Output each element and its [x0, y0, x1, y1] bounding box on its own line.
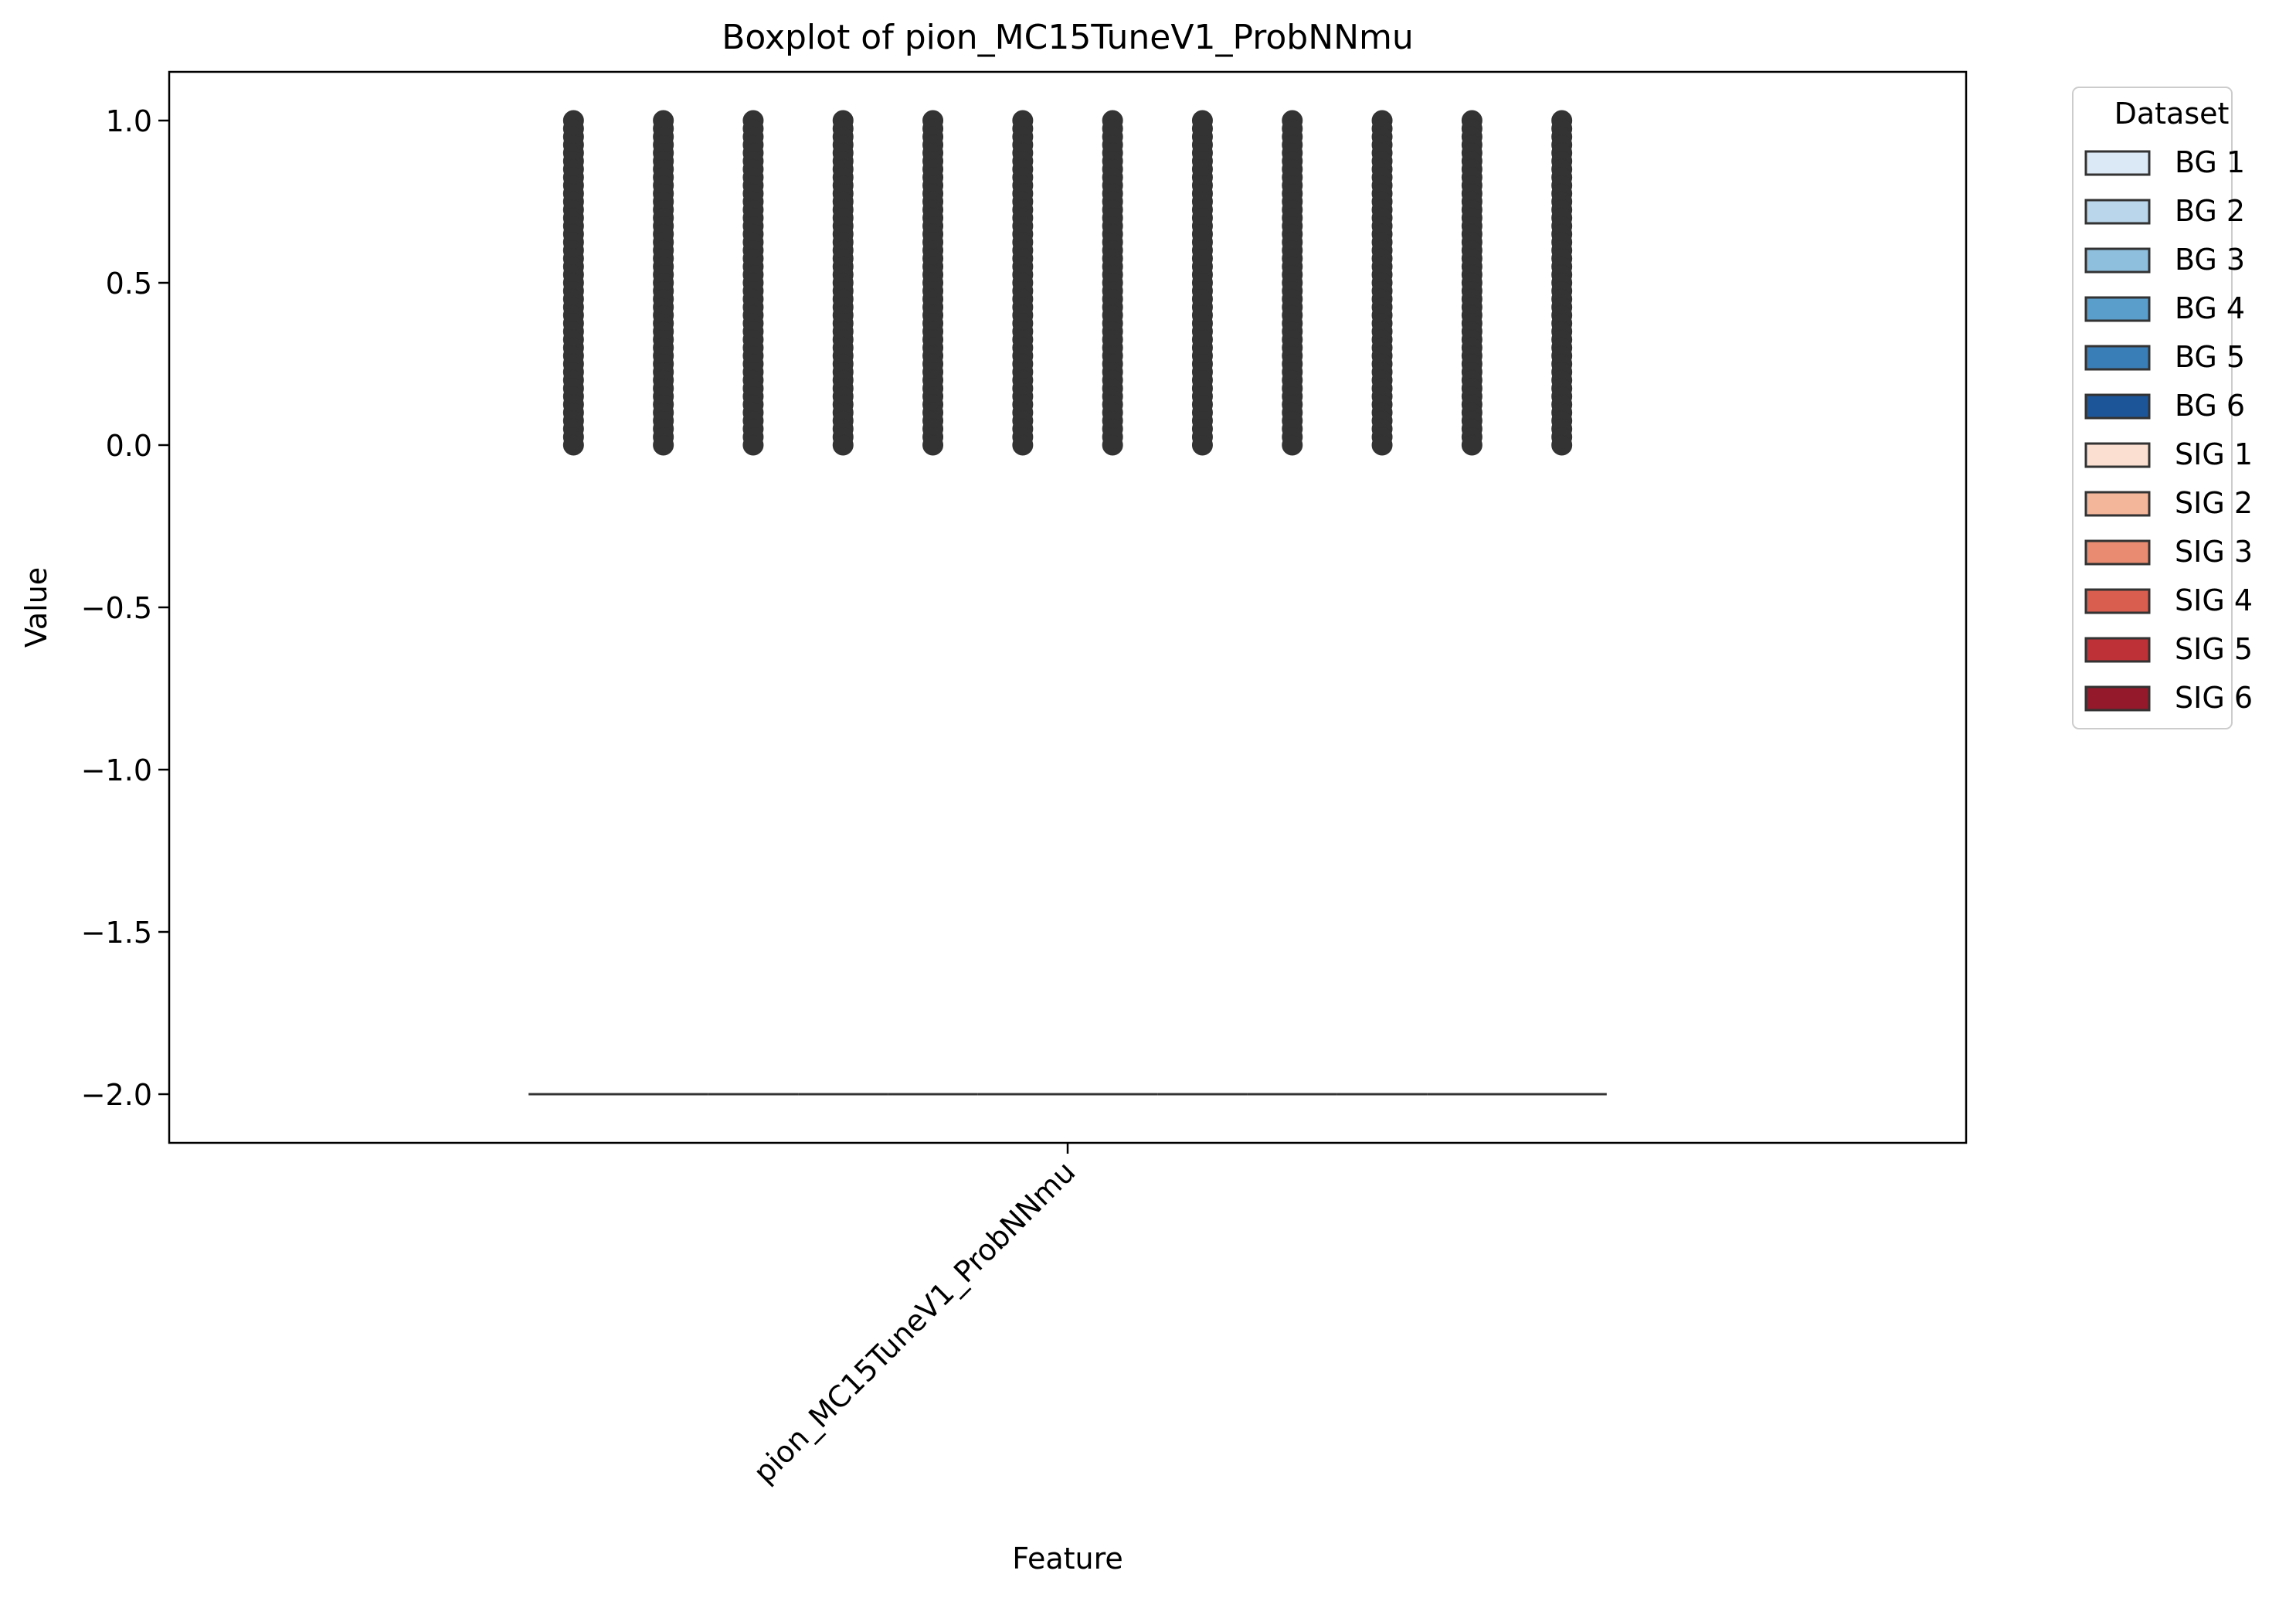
legend-swatch	[2084, 588, 2151, 614]
legend-label: BG 3	[2175, 243, 2245, 277]
outlier-point	[1551, 434, 1573, 456]
series-bg-6	[977, 110, 1068, 1096]
series-sig-6	[1517, 110, 1607, 1096]
legend-label: BG 5	[2175, 340, 2245, 374]
legend-label: BG 2	[2175, 194, 2245, 228]
legend-label: SIG 6	[2175, 681, 2253, 715]
x-axis-label: Feature	[1012, 1542, 1123, 1576]
series-sig-4	[1337, 110, 1428, 1096]
y-tick-label: 1.0	[106, 104, 152, 138]
y-tick-label: −0.5	[81, 591, 152, 625]
legend-items: BG 1 BG 2 BG 3 BG 4 BG 5 BG 6 SIG 1 SIG 2 SIG 3 S…	[2084, 145, 2253, 715]
outlier-point	[1191, 434, 1213, 456]
legend-swatch	[2084, 393, 2151, 420]
series-bg-1	[528, 110, 619, 1096]
legend-swatch	[2084, 296, 2151, 322]
outlier-point	[922, 434, 944, 456]
legend-label: BG 6	[2175, 389, 2245, 423]
legend-swatch	[2084, 491, 2151, 517]
outlier-point	[1102, 434, 1123, 456]
legend-swatch	[2084, 199, 2151, 225]
y-axis-label: Value	[19, 567, 53, 648]
outlier-point	[1012, 434, 1034, 456]
y-tick-label: −2.0	[81, 1078, 152, 1112]
legend-label: BG 4	[2175, 291, 2245, 325]
legend-swatch	[2084, 539, 2151, 566]
legend-swatch	[2084, 637, 2151, 663]
legend-swatch	[2084, 442, 2151, 468]
y-tick-label: 0.5	[106, 267, 152, 301]
outlier-point	[832, 434, 854, 456]
y-tick-label: −1.5	[81, 916, 152, 950]
outlier-point	[562, 434, 584, 456]
outlier-point	[1371, 434, 1393, 456]
legend-label: SIG 3	[2175, 535, 2253, 569]
legend-label: SIG 1	[2175, 437, 2253, 471]
outlier-point	[1282, 434, 1303, 456]
outlier-point	[1461, 434, 1483, 456]
outlier-point	[742, 434, 764, 456]
series-sig-1	[1068, 110, 1158, 1096]
legend-swatch	[2084, 247, 2151, 274]
outlier-point	[653, 434, 674, 456]
legend-label: SIG 4	[2175, 583, 2253, 617]
y-axis: 1.0 0.5 0.0 −0.5 −1.0 −1.5 −2.0	[81, 104, 169, 1112]
series-sig-3	[1247, 110, 1337, 1096]
legend-title: Dataset	[2114, 97, 2230, 131]
legend-label: SIG 2	[2175, 486, 2253, 520]
y-tick-label: 0.0	[106, 429, 152, 463]
legend-swatch	[2084, 345, 2151, 371]
plot-marks	[528, 110, 1607, 1096]
series-bg-3	[708, 110, 799, 1096]
series-bg-2	[618, 110, 708, 1096]
series-sig-5	[1427, 110, 1517, 1096]
chart-title: Boxplot of pion_MC15TuneV1_ProbNNmu	[722, 18, 1414, 57]
y-tick-label: −1.0	[81, 753, 152, 787]
legend-label: BG 1	[2175, 145, 2245, 179]
series-bg-4	[798, 110, 888, 1096]
series-bg-5	[888, 110, 978, 1096]
legend-swatch	[2084, 685, 2151, 712]
legend-swatch	[2084, 150, 2151, 176]
series-sig-2	[1157, 110, 1248, 1096]
legend-label: SIG 5	[2175, 632, 2253, 666]
legend: Dataset BG 1 BG 2 BG 3 BG 4 BG 5 BG 6 SIG 1 SIG…	[2072, 87, 2253, 729]
